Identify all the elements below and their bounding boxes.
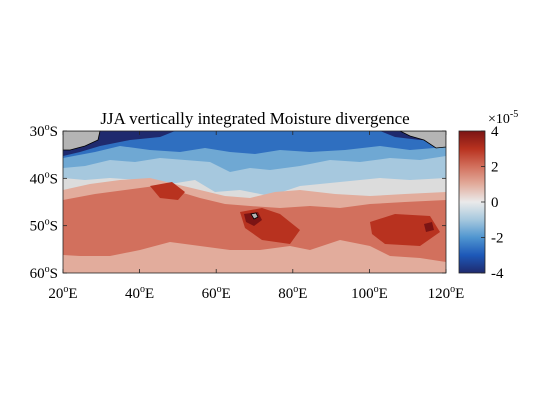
- land-mask: [63, 131, 446, 151]
- chart-title: JJA vertically integrated Moisture diver…: [100, 109, 409, 128]
- colorbar-tick-label: -2: [491, 231, 504, 247]
- y-tick-label: 50oS: [30, 217, 58, 235]
- x-tick-label: 20oE: [48, 284, 77, 302]
- colorbar-ticks: 4 2 0 -2 -4: [481, 124, 504, 282]
- contour-neg-strong: [63, 131, 446, 158]
- x-tick-label: 100oE: [351, 284, 388, 302]
- x-tick-label: 40oE: [125, 284, 154, 302]
- colorbar-multiplier-exponent: -5: [510, 109, 518, 120]
- y-axis: 30oS 40oS 50oS 60oS: [30, 122, 446, 282]
- x-tick-label: 120oE: [428, 284, 465, 302]
- colorbar-gradient: [458, 130, 486, 274]
- x-tick-label: 80oE: [278, 284, 307, 302]
- map-frame: [62, 130, 447, 274]
- colorbar-multiplier: ×10-5: [488, 109, 518, 127]
- colorbar-tick-label: -4: [491, 266, 504, 282]
- colorbar: 4 2 0 -2 -4 ×10-5: [458, 109, 518, 282]
- contour-pos-strong: [150, 182, 440, 246]
- colorbar-multiplier-base: ×10: [488, 112, 510, 127]
- y-tick-label: 40oS: [30, 169, 58, 187]
- y-tick-label: 30oS: [30, 122, 58, 140]
- colorbar-tick-label: 4: [491, 124, 499, 140]
- x-tick-label: 60oE: [202, 284, 231, 302]
- y-tick-label: 60oS: [30, 264, 58, 282]
- map-panel: [63, 131, 446, 273]
- colorbar-tick-label: 0: [491, 195, 499, 211]
- island-kerguelen: [250, 212, 259, 220]
- x-axis: 20oE 40oE 60oE 80oE 100oE 120oE: [48, 131, 464, 302]
- colorbar-tick-label: 2: [491, 160, 499, 176]
